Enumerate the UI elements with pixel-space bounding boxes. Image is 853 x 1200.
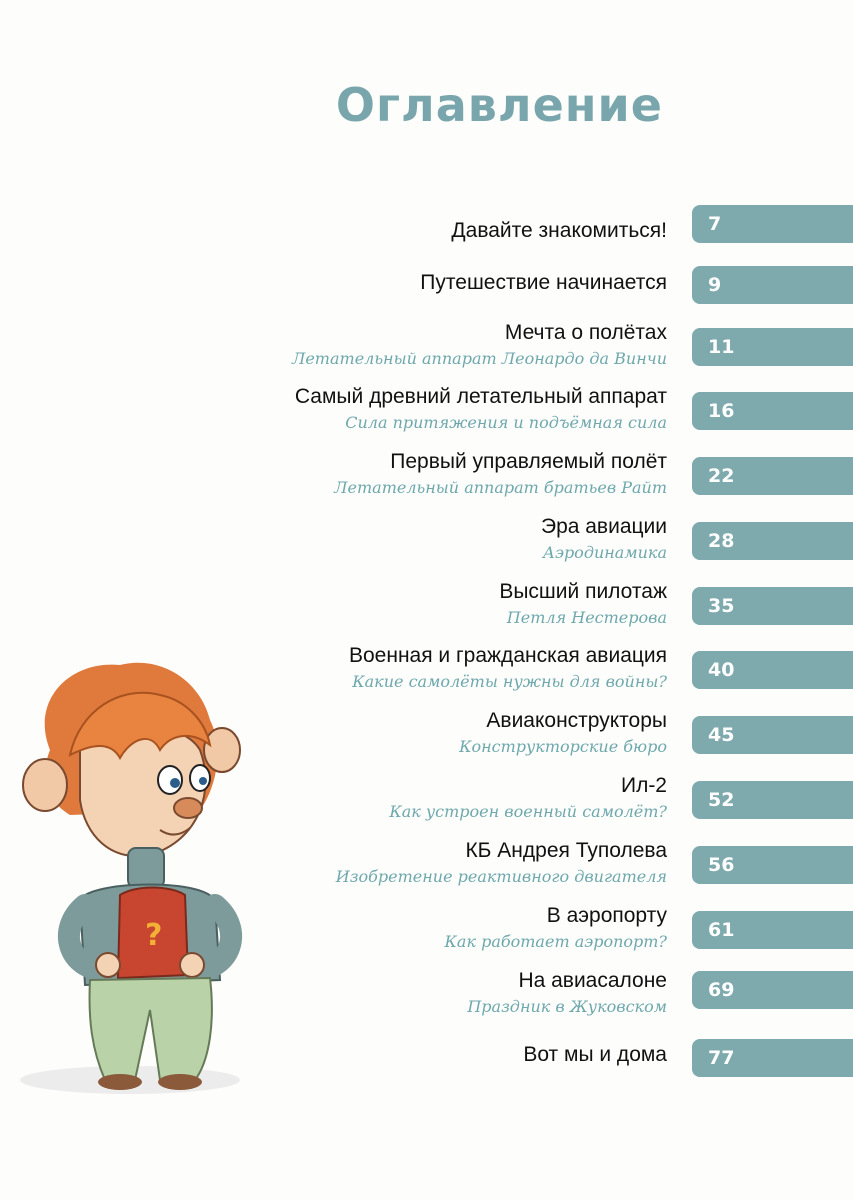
page-number: 28	[708, 530, 735, 552]
svg-text:?: ?	[145, 918, 162, 953]
entry-title: Эра авиации	[540, 515, 667, 538]
entry-title: В аэропорту	[546, 904, 667, 927]
page-number: 11	[708, 336, 735, 358]
toc-entry[interactable]: Мечта о полётах Летательный аппарат Леон…	[0, 320, 853, 380]
page-number: 22	[708, 465, 735, 487]
page-number: 52	[708, 789, 735, 811]
entry-subtitle: Конструкторские бюро	[459, 737, 667, 756]
toc-entry[interactable]: Вот мы и дома 77	[0, 1039, 853, 1102]
entry-subtitle: Сила притяжения и подъёмная сила	[345, 413, 667, 432]
page-number: 45	[708, 724, 735, 746]
page-tab[interactable]: 61	[692, 911, 853, 949]
toc-entry[interactable]: Ил-2 Как устроен военный самолёт? 52	[0, 773, 853, 833]
entry-subtitle: Петля Нестерова	[506, 608, 667, 627]
entry-subtitle: Как устроен военный самолёт?	[389, 802, 667, 821]
page-tab[interactable]: 28	[692, 522, 853, 560]
page-number: 61	[708, 919, 735, 941]
toc-entry[interactable]: В аэропорту Как работает аэропорт? 61	[0, 903, 853, 963]
boy-character-illustration: ?	[20, 662, 243, 1094]
page-number: 40	[708, 659, 735, 681]
page-tab[interactable]: 35	[692, 587, 853, 625]
page-tab[interactable]: 9	[692, 266, 853, 304]
toc-entry[interactable]: Эра авиации Аэродинамика 28	[0, 514, 853, 574]
toc-entry[interactable]: Военная и гражданская авиация Какие само…	[0, 643, 853, 703]
page-tab[interactable]: 16	[692, 392, 853, 430]
toc-entry[interactable]: Путешествие начинается 9	[0, 266, 853, 328]
page-tab[interactable]: 11	[692, 328, 853, 366]
entry-title: Авиаконструкторы	[486, 709, 667, 732]
entry-title: На авиасалоне	[518, 969, 667, 992]
entry-subtitle: Летательный аппарат Леонардо да Винчи	[291, 349, 667, 368]
toc-entry[interactable]: Первый управляемый полёт Летательный апп…	[0, 449, 853, 509]
toc-entry[interactable]: Авиаконструкторы Конструкторские бюро 45	[0, 708, 853, 768]
entry-title: Вот мы и дома	[523, 1043, 667, 1066]
entry-subtitle: Праздник в Жуковском	[467, 997, 667, 1016]
page-tab[interactable]: 7	[692, 205, 853, 243]
entry-title: Мечта о полётах	[504, 321, 667, 344]
entry-subtitle: Какие самолёты нужны для войны?	[352, 672, 667, 691]
entry-title: Давайте знакомиться!	[451, 219, 667, 242]
page-tab[interactable]: 22	[692, 457, 853, 495]
page-tab[interactable]: 52	[692, 781, 853, 819]
entry-subtitle: Летательный аппарат братьев Райт	[334, 478, 667, 497]
page-number: 69	[708, 979, 735, 1001]
page-title: Оглавление	[335, 78, 663, 132]
page-tab[interactable]: 69	[692, 971, 853, 1009]
entry-subtitle: Как работает аэропорт?	[444, 932, 667, 951]
page-number: 9	[708, 274, 722, 296]
entry-subtitle: Аэродинамика	[542, 543, 667, 562]
toc-entry[interactable]: Давайте знакомиться! 7	[0, 205, 853, 276]
page-number: 77	[708, 1047, 735, 1069]
entry-title: Путешествие начинается	[420, 271, 667, 294]
entry-title: КБ Андрея Туполева	[465, 839, 667, 862]
entry-title: Ил-2	[620, 774, 667, 797]
page-tab[interactable]: 45	[692, 716, 853, 754]
page-number: 7	[708, 213, 722, 235]
page-number: 16	[708, 400, 735, 422]
toc-entry[interactable]: На авиасалоне Праздник в Жуковском 69	[0, 968, 853, 1028]
page-tab[interactable]: 56	[692, 846, 853, 884]
toc-entry[interactable]: КБ Андрея Туполева Изобретение реактивно…	[0, 838, 853, 898]
page-number: 35	[708, 595, 735, 617]
page-number: 56	[708, 854, 735, 876]
entry-title: Первый управляемый полёт	[390, 450, 667, 473]
toc-entry[interactable]: Самый древний летательный аппарат Сила п…	[0, 384, 853, 444]
entry-subtitle: Изобретение реактивного двигателя	[335, 867, 667, 886]
page-tab[interactable]: 40	[692, 651, 853, 689]
entry-title: Высший пилотаж	[499, 580, 667, 603]
entry-title: Военная и гражданская авиация	[348, 644, 667, 667]
page-tab[interactable]: 77	[692, 1039, 853, 1077]
entry-title: Самый древний летательный аппарат	[294, 385, 667, 408]
toc-entry[interactable]: Высший пилотаж Петля Нестерова 35	[0, 579, 853, 639]
